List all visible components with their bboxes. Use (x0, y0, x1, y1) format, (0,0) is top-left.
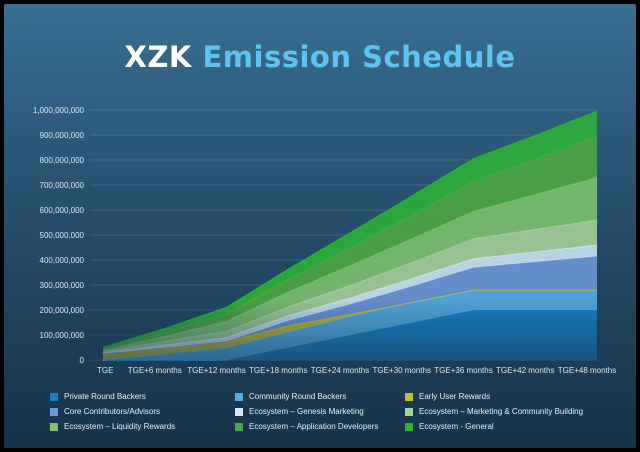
title-token: XZK (124, 40, 192, 74)
y-tick-label: 400,000,000 (40, 256, 85, 265)
x-tick-label: TGE+18 months (249, 366, 307, 375)
y-tick-label: 100,000,000 (40, 331, 85, 340)
area-ecosystem-liquidity-rewards (103, 177, 597, 352)
title-emission-schedule: Emission Schedule (202, 40, 516, 74)
x-tick-label: TGE+24 months (311, 366, 369, 375)
y-tick-label: 500,000,000 (40, 231, 85, 240)
x-tick-label: TGE+12 months (187, 366, 245, 375)
y-tick-label: 200,000,000 (40, 306, 85, 315)
y-tick-label: 600,000,000 (40, 206, 85, 215)
y-tick-label: 800,000,000 (40, 156, 85, 165)
y-tick-label: 0 (80, 356, 85, 365)
area-ecosystem-genesis-marketing (103, 245, 597, 354)
x-tick-label: TGE+6 months (128, 366, 182, 375)
x-tick-label: TGE+42 months (496, 366, 554, 375)
y-tick-label: 300,000,000 (40, 281, 85, 290)
area-ecosystem-general (103, 111, 597, 349)
x-tick-label: TGE (97, 366, 113, 375)
area-ecosystem-application-developers (103, 136, 597, 350)
area-ecosystem-marketing-community-building (103, 220, 597, 353)
x-tick-label: TGE+30 months (373, 366, 431, 375)
y-tick-label: 900,000,000 (40, 131, 85, 140)
x-tick-label: TGE+36 months (434, 366, 492, 375)
y-tick-label: 1,000,000,000 (33, 106, 85, 115)
chart-title: XZK Emission Schedule (0, 40, 640, 74)
y-tick-label: 700,000,000 (40, 181, 85, 190)
x-tick-label: TGE+48 months (558, 366, 616, 375)
area-fade (90, 300, 598, 360)
